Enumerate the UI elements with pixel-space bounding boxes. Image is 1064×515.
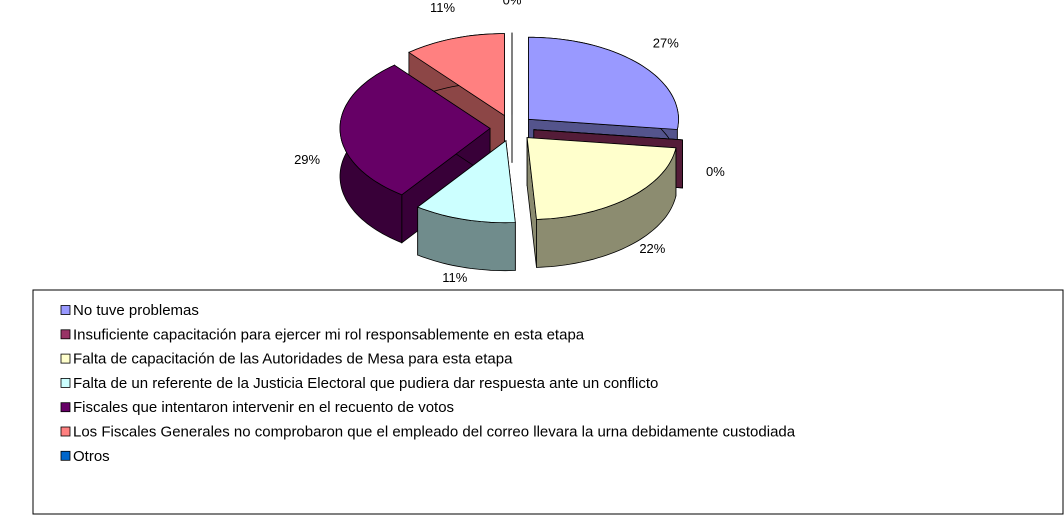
legend-label: Insuficiente capacitación para ejercer m… bbox=[73, 326, 585, 343]
legend-label: Falta de un referente de la Justicia Ele… bbox=[73, 375, 658, 392]
legend-swatch bbox=[60, 450, 71, 461]
legend-swatch bbox=[60, 426, 71, 437]
slice bbox=[526, 137, 677, 220]
legend-box bbox=[32, 289, 1064, 515]
legend-label: Los Fiscales Generales no comprobaron qu… bbox=[73, 423, 796, 440]
data-label: 0% bbox=[706, 164, 725, 179]
legend-label: Otros bbox=[73, 448, 110, 465]
data-label: 11% bbox=[442, 270, 467, 285]
slice bbox=[416, 139, 516, 224]
legend-label: Fiscales que intentaron intervenir en el… bbox=[73, 399, 454, 416]
legend-label: Falta de capacitación de las Autoridades… bbox=[73, 351, 513, 368]
slice bbox=[533, 129, 683, 141]
legend-label: No tuve problemas bbox=[73, 302, 199, 319]
legend-swatch bbox=[60, 402, 71, 413]
legend-swatch bbox=[60, 329, 71, 340]
slice bbox=[339, 64, 491, 196]
data-label: 27% bbox=[653, 35, 679, 50]
data-label: 29% bbox=[294, 152, 320, 167]
data-label: 0% bbox=[503, 0, 522, 7]
data-label: 22% bbox=[639, 241, 665, 256]
legend-swatch bbox=[60, 353, 71, 364]
data-label: 11% bbox=[430, 0, 455, 15]
legend-swatch bbox=[60, 377, 71, 388]
legend-swatch bbox=[60, 305, 71, 315]
slice bbox=[408, 33, 505, 117]
slice bbox=[528, 36, 679, 130]
